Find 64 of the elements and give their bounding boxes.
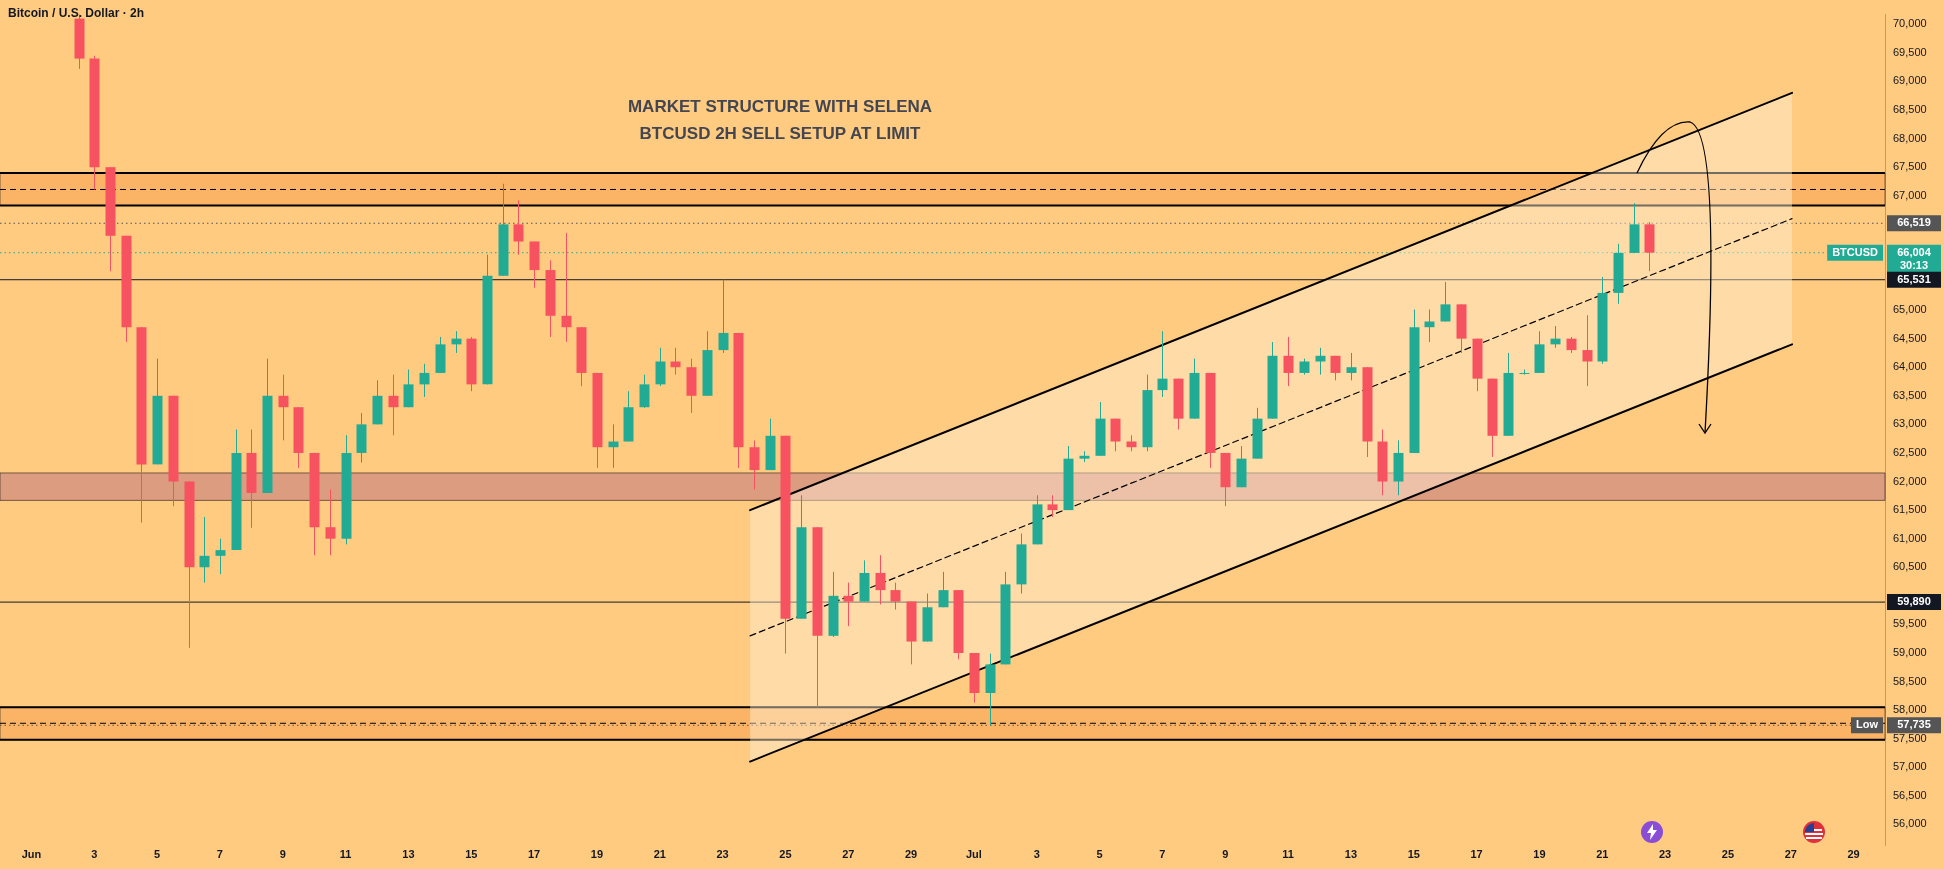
y-tick-label: 57,000 [1893, 760, 1927, 773]
y-tick-label: 56,500 [1893, 788, 1927, 801]
annotation: BTCUSD [1832, 245, 1879, 258]
y-tick-label: 67,500 [1893, 160, 1927, 173]
x-tick-label: 19 [1533, 847, 1546, 860]
y-tick-label: 62,500 [1893, 445, 1927, 458]
x-tick-label: 15 [465, 847, 478, 860]
y-tick-label: 61,500 [1893, 503, 1927, 516]
ref-line-label: 59,890 [1897, 595, 1931, 608]
x-tick-label: 9 [279, 847, 286, 860]
x-tick-label: 7 [1159, 847, 1166, 860]
x-tick-label: 29 [904, 847, 918, 860]
y-tick-label: 64,500 [1893, 331, 1927, 344]
y-tick-label: 62,000 [1893, 474, 1927, 487]
x-tick-label: 25 [1721, 847, 1735, 860]
y-tick-label: 70,000 [1893, 17, 1927, 30]
x-tick-label: 23 [716, 847, 729, 860]
x-tick-label: 13 [402, 847, 415, 860]
x-tick-label: 9 [1222, 847, 1229, 860]
y-tick-label: 61,000 [1893, 531, 1927, 544]
y-tick-label: 60,500 [1893, 560, 1927, 573]
x-tick-label: 27 [842, 847, 855, 860]
annotation: Low [1856, 718, 1879, 731]
y-tick-label: 59,000 [1893, 646, 1927, 658]
x-tick-label: 23 [1658, 847, 1672, 860]
x-tick-label: 27 [1784, 847, 1797, 860]
ref-line-label: 66,519 [1897, 216, 1931, 229]
x-tick-label: 7 [216, 847, 223, 860]
ref-line-label: 66,004 30:13 [1897, 245, 1932, 271]
y-tick-label: 56,000 [1893, 817, 1927, 830]
x-tick-label: 17 [1470, 847, 1483, 860]
y-tick-label: 67,000 [1893, 188, 1927, 201]
x-tick-label: 15 [1407, 847, 1420, 860]
x-tick-label: Jun [21, 847, 42, 860]
x-tick-label: 11 [339, 847, 352, 860]
y-tick-label: 65,000 [1893, 303, 1927, 316]
x-tick-label: 19 [590, 847, 604, 860]
y-tick-label: 69,500 [1893, 45, 1927, 58]
y-tick-label: 64,000 [1893, 360, 1927, 373]
y-tick-label: 58,500 [1893, 674, 1927, 687]
x-tick-label: 3 [91, 847, 98, 860]
x-tick-label: 21 [653, 847, 666, 860]
x-tick-label: 25 [779, 847, 792, 860]
x-tick-label: 11 [1282, 847, 1294, 860]
y-tick-label: 57,500 [1893, 731, 1927, 744]
y-tick-label: 68,500 [1893, 103, 1927, 116]
x-tick-label: 5 [154, 847, 161, 860]
ref-line-label: 65,531 [1897, 272, 1931, 285]
ref-line-label: 57,735 [1897, 718, 1931, 731]
text: MARKET STRUCTURE WITH SELENA BTCUSD 2H SELL SETUP AT LIMIT [627, 96, 933, 143]
y-tick-label: 58,000 [1893, 703, 1927, 716]
y-tick-label: 59,500 [1893, 617, 1927, 630]
x-tick-label: 17 [527, 847, 541, 860]
x-tick-label: 29 [1847, 847, 1860, 860]
y-tick-label: 63,500 [1893, 388, 1927, 401]
x-tick-label: 3 [1033, 847, 1040, 860]
x-tick-label: 5 [1096, 847, 1103, 860]
y-tick-label: 63,000 [1893, 417, 1927, 430]
x-tick-label: 13 [1344, 847, 1358, 860]
x-tick-label: 21 [1596, 847, 1609, 860]
x-tick-label: Jul [965, 847, 982, 860]
chart-title: Bitcoin / U.S. Dollar · 2h [8, 6, 145, 21]
y-tick-label: 69,000 [1893, 74, 1927, 87]
y-tick-label: 68,000 [1893, 131, 1927, 144]
